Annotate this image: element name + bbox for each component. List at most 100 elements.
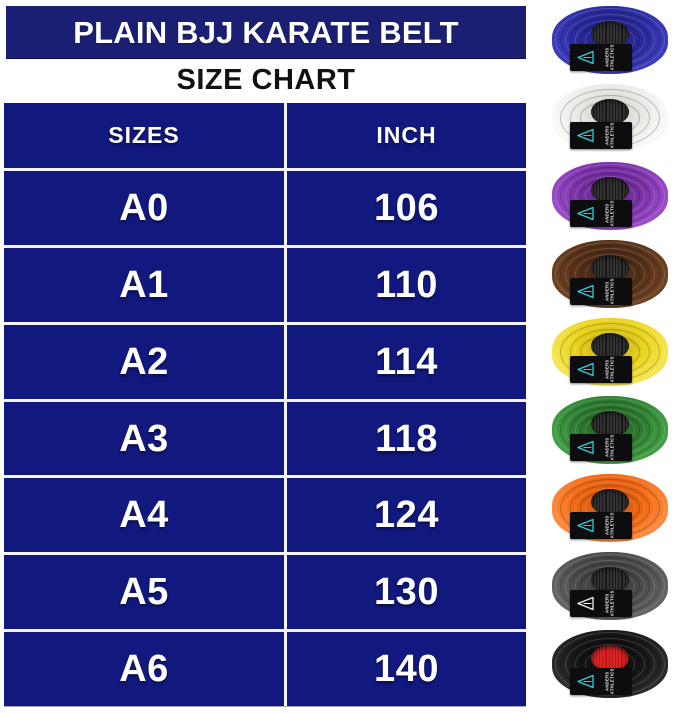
cell-size: A4 — [4, 478, 287, 553]
belt-core-stripe — [590, 332, 593, 359]
belt-core-stripe — [612, 20, 615, 47]
belt-brand-text: ANDERS ATHLETICS — [604, 45, 615, 71]
belt-core-stripe — [612, 488, 615, 515]
belt-image-brown: ANDERS ATHLETICS — [548, 236, 672, 312]
belt-core-stripe — [609, 410, 612, 437]
belt-core-stripe — [606, 254, 609, 281]
belt-core-stripe — [593, 410, 596, 437]
page-title: PLAIN BJJ KARATE BELT — [73, 14, 459, 50]
belt-coil-ring — [554, 319, 665, 385]
cell-inch: 114 — [287, 325, 526, 399]
column-header-inch: INCH — [376, 122, 437, 148]
inch-value: 106 — [374, 186, 439, 229]
belt-core-stripe — [603, 176, 606, 203]
belt-core-stripe — [606, 644, 609, 671]
size-value: A4 — [119, 494, 169, 537]
belt-core-stripe — [600, 410, 603, 437]
belt-core-stripe — [596, 566, 599, 593]
belt-core-stripe — [625, 20, 628, 47]
table-row: A2 114 — [4, 324, 526, 402]
size-value: A1 — [119, 263, 169, 306]
belt-brand-label: ANDERS ATHLETICS — [569, 122, 632, 149]
belt-coil-ring — [554, 241, 665, 307]
belt-core-stripe — [600, 254, 603, 281]
belt-core-stripe — [625, 176, 628, 203]
triangle-logo-icon — [576, 440, 594, 455]
belt-core-stripe — [603, 488, 606, 515]
belt-core-stripe — [596, 332, 599, 359]
belt-core-stripe — [590, 20, 593, 47]
table-header-row: SIZES INCH — [4, 103, 526, 171]
belt-brand-text: ANDERS ATHLETICS — [604, 201, 615, 227]
belt-brand-text: ANDERS ATHLETICS — [604, 435, 615, 461]
belt-core-stripe — [590, 488, 593, 515]
table-row: A5 130 — [4, 555, 526, 633]
belt-brand-line-2: ATHLETICS — [609, 356, 615, 383]
belt-brand-line-1: ANDERS — [604, 437, 610, 458]
size-value: A5 — [119, 571, 169, 614]
belt-brand-line-1: ANDERS — [604, 47, 610, 68]
belt-core-stripe — [596, 488, 599, 515]
belt-brand-label: ANDERS ATHLETICS — [569, 44, 632, 71]
belt-core-stripe — [593, 566, 596, 593]
belt-core-stripe — [603, 410, 606, 437]
chart-panel: PLAIN BJJ KARATE BELT SIZE CHART SIZES I… — [4, 6, 526, 707]
triangle-logo-icon — [576, 128, 594, 143]
belt-core-stripe — [612, 644, 615, 671]
belt-core-stripe — [590, 98, 593, 125]
belt-core-stripe — [619, 332, 622, 359]
belt-core-stripe — [609, 332, 612, 359]
belt-image-white: ANDERS ATHLETICS — [548, 80, 672, 156]
belt-core — [590, 488, 629, 515]
belt-images-column: ANDERS ATHLETICS ANDERS ATHLETICS ANDERS ATHL… — [540, 0, 679, 713]
cell-size: A0 — [4, 171, 287, 245]
belt-core-stripe — [616, 566, 619, 593]
triangle-logo-icon — [576, 206, 594, 221]
belt-core — [590, 644, 629, 671]
table-row: A4 124 — [4, 478, 526, 556]
belt-image-grey: ANDERS ATHLETICS — [548, 548, 672, 624]
belt-core — [590, 566, 629, 593]
belt-core-stripe — [625, 566, 628, 593]
belt-core-stripe — [606, 20, 609, 47]
belt-brand-text: ANDERS ATHLETICS — [604, 279, 615, 305]
column-header-sizes: SIZES — [108, 122, 180, 148]
belt-core — [590, 410, 629, 437]
belt-core-stripe — [625, 332, 628, 359]
belt-core-stripe — [616, 98, 619, 125]
belt-image-yellow: ANDERS ATHLETICS — [548, 314, 672, 390]
size-value: A0 — [119, 186, 169, 229]
table-row: A3 118 — [4, 401, 526, 479]
belt-core-stripe — [612, 566, 615, 593]
belt-core-stripe — [616, 332, 619, 359]
belt-core — [590, 98, 629, 125]
belt-core-stripe — [612, 410, 615, 437]
belt-core-stripe — [606, 410, 609, 437]
belt-brand-text: ANDERS ATHLETICS — [604, 669, 615, 695]
belt-core-stripe — [593, 254, 596, 281]
cell-inch: 124 — [287, 478, 526, 552]
belt-core-stripe — [625, 254, 628, 281]
belt-core-stripe — [590, 566, 593, 593]
belt-core-stripe — [622, 98, 625, 125]
belt-core-stripe — [619, 254, 622, 281]
belt-core-stripe — [603, 644, 606, 671]
table-row: A0 106 — [4, 171, 526, 248]
cell-inch: 118 — [287, 402, 526, 476]
belt-coil-ring — [554, 85, 665, 151]
cell-size: A6 — [4, 632, 287, 707]
belt-core-stripe — [622, 566, 625, 593]
belt-image-purple: ANDERS ATHLETICS — [548, 158, 672, 234]
belt-core-stripe — [622, 644, 625, 671]
belt-brand-line-2: ATHLETICS — [609, 590, 615, 617]
belt-core-stripe — [616, 20, 619, 47]
belt-brand-line-1: ANDERS — [604, 515, 610, 536]
belt-brand-line-1: ANDERS — [604, 281, 610, 302]
triangle-logo-icon — [576, 596, 594, 611]
belt-core-stripe — [590, 254, 593, 281]
belt-core-stripe — [596, 20, 599, 47]
inch-value: 110 — [375, 263, 438, 306]
cell-size: A5 — [4, 555, 287, 630]
belt-core-stripe — [619, 566, 622, 593]
belt-core-stripe — [609, 20, 612, 47]
